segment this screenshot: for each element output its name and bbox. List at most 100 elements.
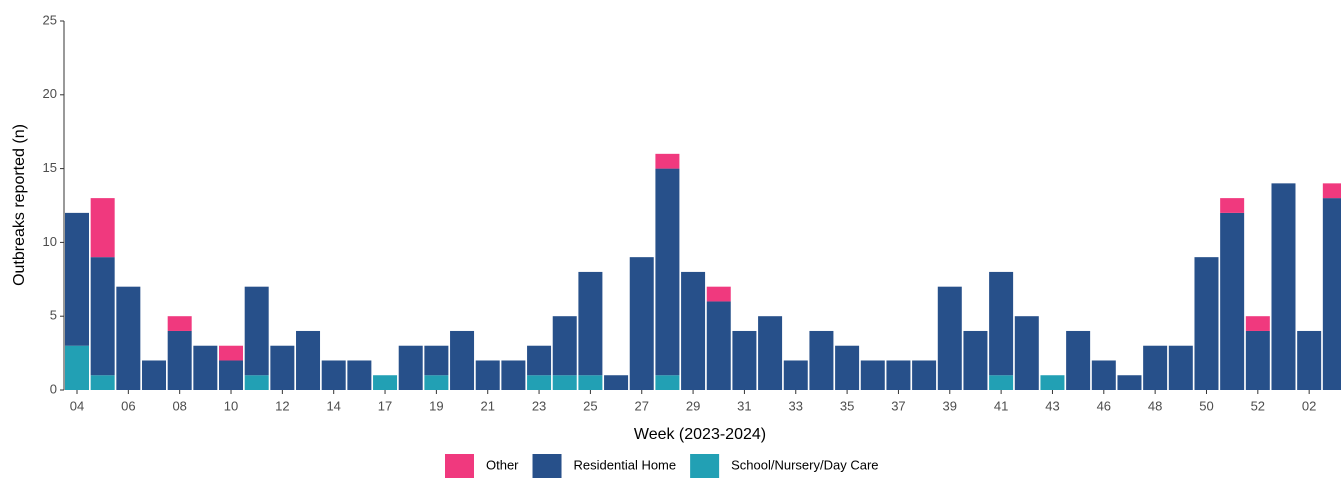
bar-segment	[989, 271, 1014, 376]
x-tick-label: 35	[840, 398, 854, 413]
bar-segment	[244, 286, 269, 376]
bar-segment	[167, 330, 192, 390]
bar-segment	[578, 375, 603, 390]
bar-segment	[321, 360, 346, 390]
bar-segment	[1194, 257, 1219, 390]
bar-segment	[655, 375, 680, 390]
x-tick-label: 29	[686, 398, 700, 413]
bar-segment	[681, 271, 706, 390]
x-axis-title: Week (2023-2024)	[634, 426, 766, 443]
bar-segment	[937, 286, 962, 390]
x-tick-label: 10	[224, 398, 238, 413]
x-tick-label: 31	[737, 398, 751, 413]
y-tick-label: 20	[43, 86, 57, 101]
bar-segment	[1066, 330, 1091, 390]
x-tick-label: 46	[1097, 398, 1111, 413]
legend-swatch	[532, 454, 562, 478]
bar-segment	[989, 375, 1014, 390]
bar-segment	[347, 360, 372, 390]
bar-segment	[398, 345, 423, 390]
y-tick-label: 15	[43, 160, 57, 175]
y-axis-title: Outbreaks reported (n)	[11, 124, 28, 286]
x-tick-label: 52	[1251, 398, 1265, 413]
bar-segment	[835, 345, 860, 390]
bar-segment	[1168, 345, 1193, 390]
bar-segment	[758, 316, 783, 390]
legend-label: Other	[486, 457, 519, 472]
bar-segment	[65, 345, 89, 390]
bar-segment	[809, 330, 834, 390]
x-tick-label: 43	[1045, 398, 1059, 413]
bar-segment	[1245, 330, 1270, 390]
bar-segment	[706, 301, 731, 390]
bar-segment	[1220, 198, 1245, 213]
bar-segment	[912, 360, 937, 390]
bar-segment	[629, 257, 654, 390]
bar-segment	[552, 375, 577, 390]
y-tick-label: 25	[43, 12, 57, 27]
x-tick-label: 06	[121, 398, 135, 413]
bar-segment	[1220, 212, 1245, 390]
bar-segment	[655, 153, 680, 169]
x-tick-label: 04	[70, 398, 84, 413]
legend-label: Residential Home	[574, 457, 677, 472]
bar-segment	[1322, 198, 1341, 390]
bar-segment	[90, 375, 115, 390]
bar-segment	[501, 360, 526, 390]
bar-segment	[193, 345, 218, 390]
bar-segment	[424, 345, 449, 376]
bar-segment	[1143, 345, 1168, 390]
y-tick-label: 0	[50, 381, 57, 396]
bar-segment	[116, 286, 141, 390]
bar-segment	[1271, 183, 1296, 390]
bar-segment	[373, 375, 398, 390]
bar-segment	[1091, 360, 1116, 390]
x-tick-label: 02	[1302, 398, 1316, 413]
legend-swatch	[445, 454, 474, 478]
bar-segment	[578, 271, 603, 376]
x-tick-label: 12	[275, 398, 289, 413]
bar-segment	[90, 257, 115, 376]
x-tick-label: 37	[891, 398, 905, 413]
bar-segment	[1245, 316, 1270, 331]
bar-segment	[167, 316, 192, 331]
bar-segment	[424, 375, 449, 390]
x-tick-label: 19	[429, 398, 443, 413]
bar-segment	[296, 330, 321, 390]
x-tick-label: 14	[326, 398, 340, 413]
bar-segment	[450, 330, 475, 390]
x-tick-label: 39	[943, 398, 957, 413]
bar-segment	[1117, 375, 1142, 390]
bar-segment	[783, 360, 808, 390]
x-tick-label: 48	[1148, 398, 1162, 413]
bar-segment	[65, 212, 89, 346]
bar-segment	[219, 345, 244, 361]
bar-segment	[604, 375, 629, 390]
bar-segment	[1040, 375, 1065, 390]
bar-segment	[552, 316, 577, 376]
bar-segment	[655, 168, 680, 376]
x-tick-label: 08	[172, 398, 186, 413]
bar-segment	[886, 360, 911, 390]
x-tick-label: 27	[635, 398, 649, 413]
y-tick-label: 10	[43, 234, 57, 249]
bar-segment	[219, 360, 244, 390]
x-tick-label: 23	[532, 398, 546, 413]
bar-segment	[527, 375, 552, 390]
bar-segment	[963, 330, 988, 390]
bar-segment	[475, 360, 500, 390]
x-tick-label: 17	[378, 398, 392, 413]
x-tick-label: 50	[1199, 398, 1213, 413]
bar-segment	[142, 360, 167, 390]
bar-segment	[1014, 316, 1039, 390]
bar-segment	[706, 286, 731, 302]
x-tick-label: 41	[994, 398, 1008, 413]
x-tick-label: 25	[583, 398, 597, 413]
x-tick-label: 33	[789, 398, 803, 413]
bar-segment	[90, 198, 115, 258]
bar-segment	[1322, 183, 1341, 199]
bar-segment	[244, 375, 269, 390]
bar-segment	[1297, 330, 1322, 390]
bar-segment	[732, 330, 757, 390]
